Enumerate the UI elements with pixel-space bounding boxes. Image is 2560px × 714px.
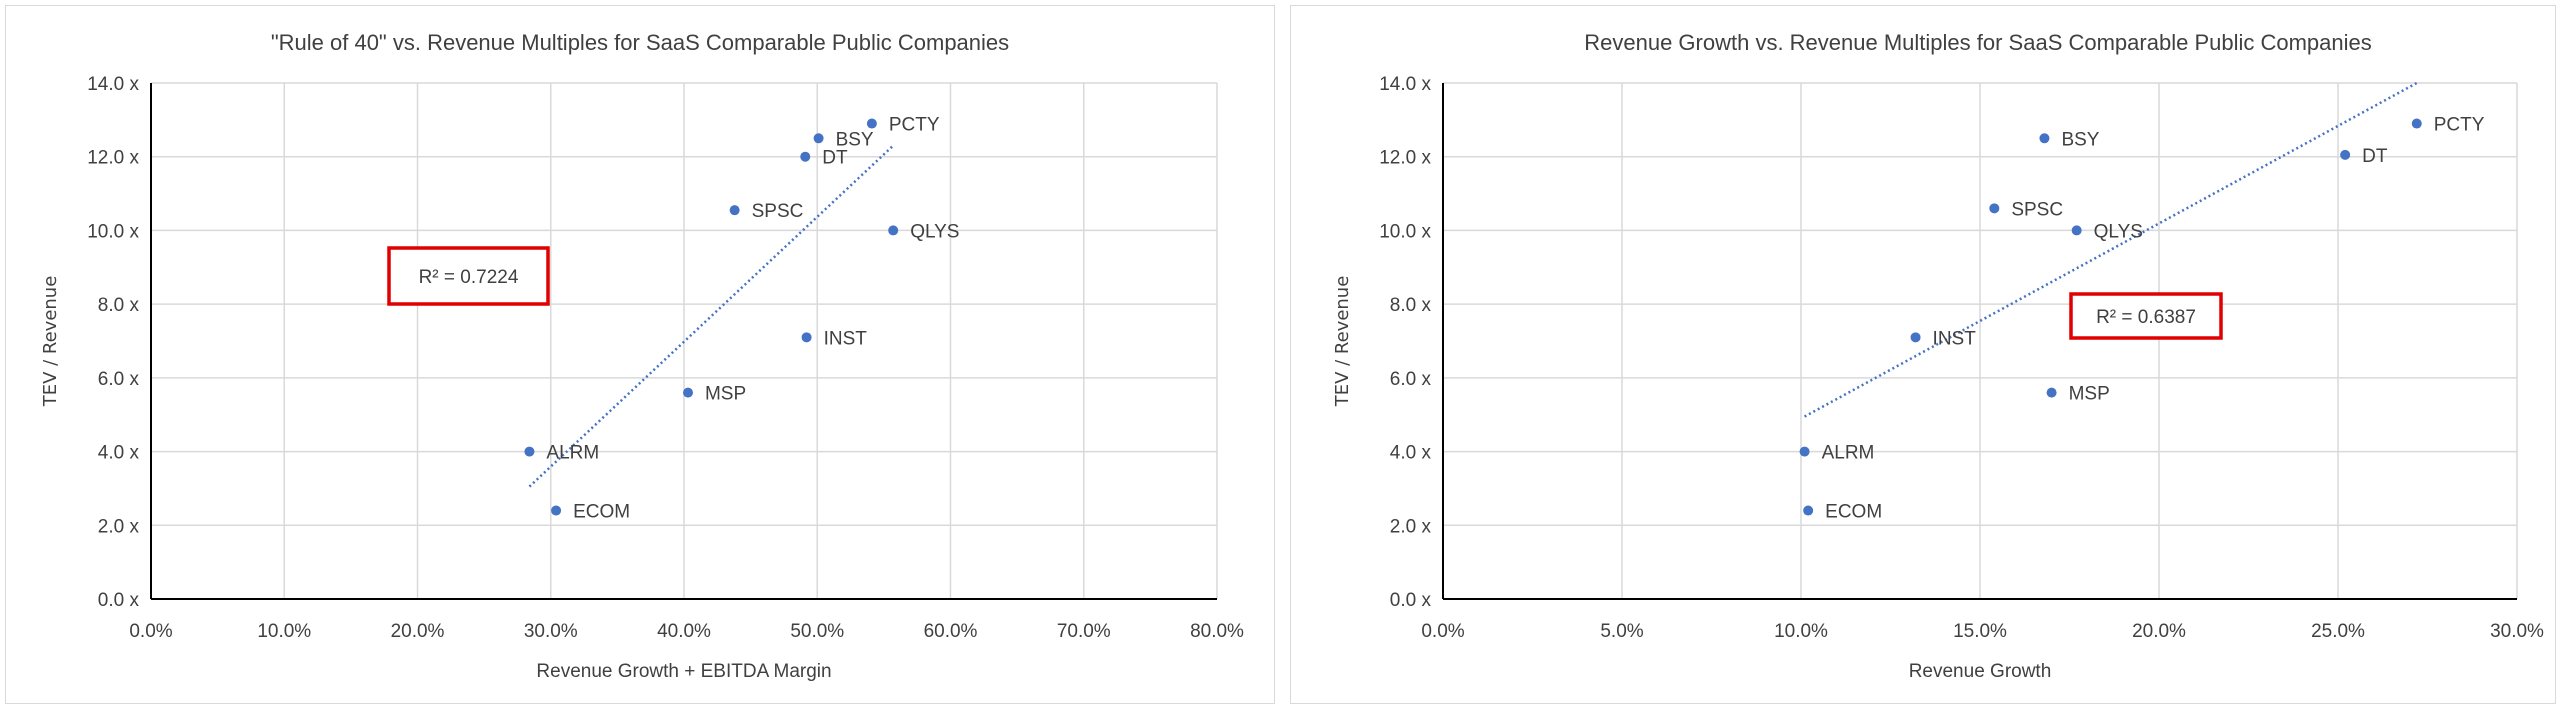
chart-title: Revenue Growth vs. Revenue Multiples for… xyxy=(1584,30,2372,55)
x-axis-label: Revenue Growth + EBITDA Margin xyxy=(536,661,831,682)
data-point-bsy xyxy=(2039,133,2050,144)
y-tick-label: 8.0 x xyxy=(1390,295,1432,316)
y-axis-label: TEV / Revenue xyxy=(1332,276,1353,408)
data-label-qlys: QLYS xyxy=(2094,221,2143,242)
data-point-dt xyxy=(800,151,811,162)
chart-title: "Rule of 40" vs. Revenue Multiples for S… xyxy=(271,30,1009,55)
x-tick-label: 60.0% xyxy=(924,621,978,642)
x-tick-label: 30.0% xyxy=(2490,621,2544,642)
data-point-msp xyxy=(682,387,693,398)
x-tick-label: 10.0% xyxy=(1774,621,1828,642)
data-point-inst xyxy=(1910,332,1921,343)
data-label-alrm: ALRM xyxy=(546,443,599,464)
r-squared-label: R² = 0.7224 xyxy=(419,267,519,288)
data-label-inst: INST xyxy=(824,328,868,349)
data-point-msp xyxy=(2046,387,2057,398)
data-point-alrm xyxy=(524,446,535,457)
data-label-bsy: BSY xyxy=(836,129,874,150)
data-label-pcty: PCTY xyxy=(2434,115,2485,136)
y-tick-label: 0.0 x xyxy=(1390,590,1432,611)
data-label-msp: MSP xyxy=(705,384,746,405)
x-tick-label: 15.0% xyxy=(1953,621,2007,642)
data-point-pcty xyxy=(866,118,877,129)
x-tick-label: 0.0% xyxy=(1421,621,1464,642)
data-label-dt: DT xyxy=(822,148,848,169)
data-point-inst xyxy=(801,332,812,343)
x-tick-label: 50.0% xyxy=(790,621,844,642)
x-tick-label: 10.0% xyxy=(257,621,311,642)
data-label-bsy: BSY xyxy=(2061,129,2099,150)
r-squared-box xyxy=(387,246,550,306)
data-point-ecom xyxy=(551,505,562,516)
data-label-inst: INST xyxy=(1933,328,1977,349)
data-label-msp: MSP xyxy=(2069,384,2110,405)
data-label-spsc: SPSC xyxy=(2011,199,2063,220)
x-tick-label: 80.0% xyxy=(1190,621,1244,642)
y-tick-label: 12.0 x xyxy=(87,148,139,169)
data-point-pcty xyxy=(2411,118,2422,129)
y-tick-label: 2.0 x xyxy=(1390,516,1432,537)
data-label-ecom: ECOM xyxy=(1825,502,1882,523)
y-tick-label: 4.0 x xyxy=(1390,443,1432,464)
y-tick-label: 4.0 x xyxy=(98,443,140,464)
data-point-alrm xyxy=(1799,446,1810,457)
x-tick-label: 20.0% xyxy=(391,621,445,642)
chart-rule-of-40: "Rule of 40" vs. Revenue Multiples for S… xyxy=(5,5,1275,704)
x-tick-label: 70.0% xyxy=(1057,621,1111,642)
data-label-spsc: SPSC xyxy=(752,201,804,222)
r-squared-box xyxy=(2069,292,2223,340)
chart-revenue-growth: Revenue Growth vs. Revenue Multiples for… xyxy=(1290,5,2556,704)
data-label-qlys: QLYS xyxy=(910,221,959,242)
data-point-qlys xyxy=(2071,225,2082,236)
trendline xyxy=(528,144,895,488)
chart-svg: "Rule of 40" vs. Revenue Multiples for S… xyxy=(40,30,1244,682)
r-squared-label: R² = 0.6387 xyxy=(2096,307,2196,328)
data-point-qlys xyxy=(888,225,899,236)
y-tick-label: 14.0 x xyxy=(87,74,139,95)
y-axis-label: TEV / Revenue xyxy=(40,276,61,408)
data-label-alrm: ALRM xyxy=(1822,443,1875,464)
data-point-dt xyxy=(2340,149,2351,160)
chart-svg: Revenue Growth vs. Revenue Multiples for… xyxy=(1332,30,2544,682)
x-axis-label: Revenue Growth xyxy=(1909,661,2052,682)
x-tick-label: 25.0% xyxy=(2311,621,2365,642)
y-tick-label: 10.0 x xyxy=(1379,221,1431,242)
y-tick-label: 2.0 x xyxy=(98,516,140,537)
x-tick-label: 30.0% xyxy=(524,621,578,642)
x-tick-label: 40.0% xyxy=(657,621,711,642)
data-point-spsc xyxy=(729,205,740,216)
data-label-ecom: ECOM xyxy=(573,502,630,523)
y-tick-label: 6.0 x xyxy=(98,369,140,390)
data-point-ecom xyxy=(1803,505,1814,516)
trendline xyxy=(1803,81,2418,418)
y-tick-label: 10.0 x xyxy=(87,221,139,242)
data-label-pcty: PCTY xyxy=(889,115,940,136)
y-tick-label: 12.0 x xyxy=(1379,148,1431,169)
data-point-bsy xyxy=(813,133,824,144)
data-point-spsc xyxy=(1989,203,2000,214)
y-tick-label: 6.0 x xyxy=(1390,369,1432,390)
y-tick-label: 8.0 x xyxy=(98,295,140,316)
y-tick-label: 14.0 x xyxy=(1379,74,1431,95)
x-tick-label: 20.0% xyxy=(2132,621,2186,642)
x-tick-label: 5.0% xyxy=(1600,621,1643,642)
data-label-dt: DT xyxy=(2362,146,2388,167)
x-tick-label: 0.0% xyxy=(129,621,172,642)
y-tick-label: 0.0 x xyxy=(98,590,140,611)
